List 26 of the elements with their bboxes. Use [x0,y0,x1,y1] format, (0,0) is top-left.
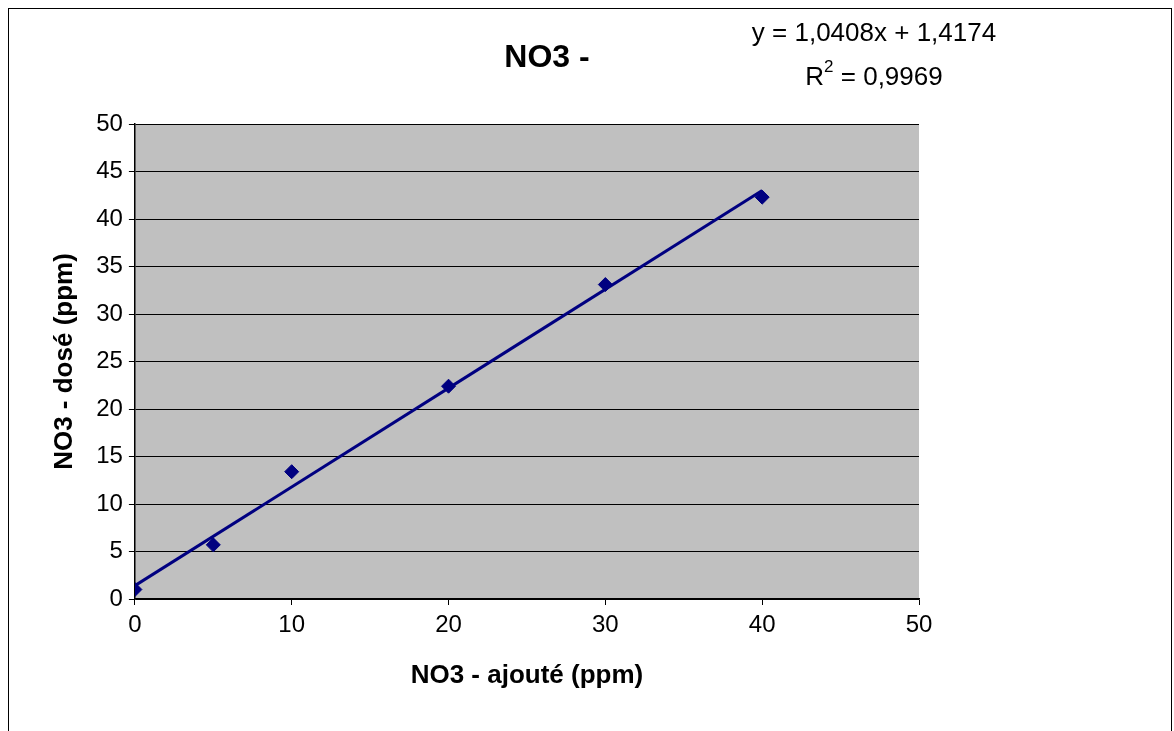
x-tick-label: 40 [748,610,776,638]
y-axis-title: NO3 - dosé (ppm) [47,253,78,470]
y-tick-label: 30 [96,298,123,326]
y-tick-label: 25 [96,346,123,374]
y-tick-label: 35 [96,251,123,279]
y-tick-label: 0 [109,583,123,611]
x-tick-label: 10 [278,610,306,638]
point [284,464,300,480]
y-tick-label: 20 [96,393,123,421]
y-tick-label: 5 [109,536,123,564]
x-tick-label: 20 [435,610,462,638]
text: y = 1,0408x + 1,4174 [751,17,997,48]
x-tick-label: 50 [905,610,933,638]
y-tick-label: 50 [96,108,123,136]
point [205,537,221,553]
x-tick-label: 0 [128,610,142,638]
point [441,378,457,394]
point [754,189,770,205]
x-axis-title: NO3 - ajouté (ppm) [410,658,644,689]
y-tick-label: 40 [96,203,123,231]
point [597,277,613,293]
chart-title: NO3 - [504,37,590,74]
x-tick-label: 30 [592,610,619,638]
y-tick-label: 10 [96,488,123,516]
y-tick-label: 15 [96,441,123,469]
y-tick-label: 45 [96,156,123,184]
